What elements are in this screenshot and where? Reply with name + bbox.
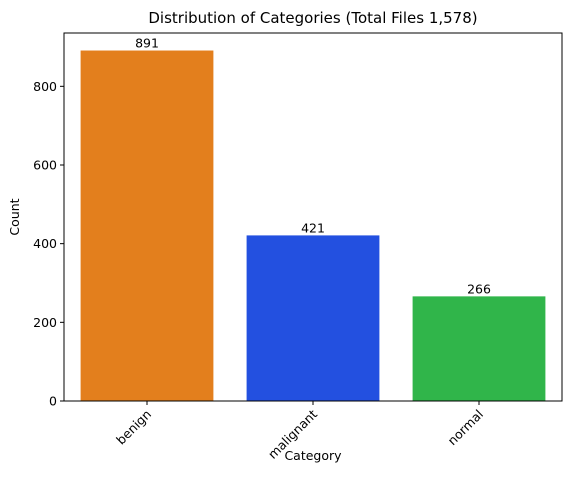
- y-tick-label-600: 600: [33, 157, 57, 172]
- x-tick-label-normal: normal: [445, 407, 487, 449]
- y-tick-label-800: 800: [33, 79, 57, 94]
- bar-malignant: [246, 235, 380, 401]
- y-tick-label-400: 400: [33, 236, 57, 251]
- y-axis-label: Count: [7, 198, 22, 235]
- bar-normal: [412, 296, 546, 401]
- chart-title: Distribution of Categories (Total Files …: [148, 9, 477, 27]
- plot-frame: [63, 32, 563, 402]
- y-tick-label-0: 0: [49, 394, 57, 409]
- x-axis-label: Category: [284, 448, 342, 463]
- data-labels-layer: 891 421 266: [135, 36, 491, 297]
- data-label-normal: 266: [467, 281, 491, 296]
- x-tick-label-benign: benign: [113, 407, 154, 448]
- bar-benign: [80, 50, 214, 402]
- y-tick-label-200: 200: [33, 315, 57, 330]
- bars-layer: [80, 50, 546, 402]
- data-label-malignant: 421: [301, 220, 325, 235]
- data-label-benign: 891: [135, 36, 159, 51]
